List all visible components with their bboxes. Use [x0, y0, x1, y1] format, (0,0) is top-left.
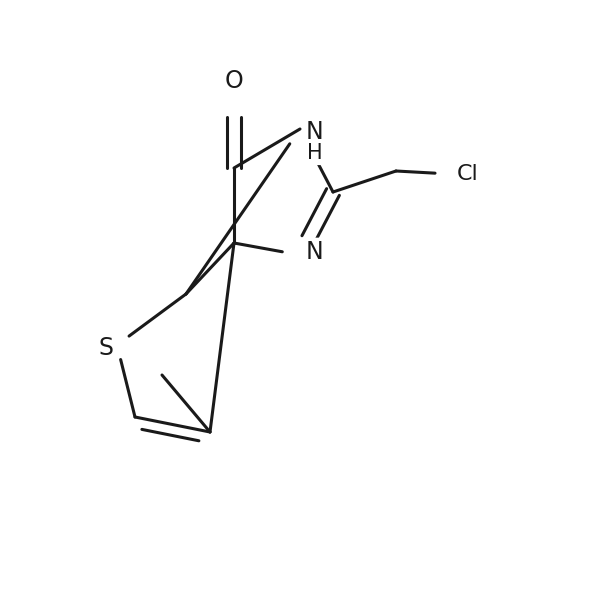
Text: S: S [99, 336, 114, 360]
Text: N: N [306, 240, 324, 264]
Text: N: N [306, 120, 324, 144]
Text: O: O [224, 69, 244, 93]
Text: H: H [307, 143, 323, 163]
Text: Cl: Cl [457, 164, 479, 184]
